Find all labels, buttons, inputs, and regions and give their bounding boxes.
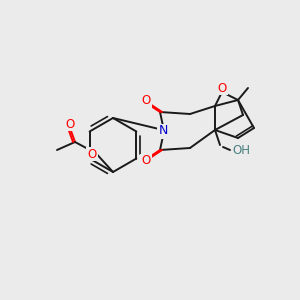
Text: O: O bbox=[87, 148, 97, 160]
Text: O: O bbox=[218, 82, 226, 94]
Text: N: N bbox=[158, 124, 168, 137]
Text: O: O bbox=[141, 94, 151, 107]
Text: OH: OH bbox=[232, 145, 250, 158]
Text: O: O bbox=[141, 154, 151, 167]
Text: O: O bbox=[65, 118, 75, 130]
